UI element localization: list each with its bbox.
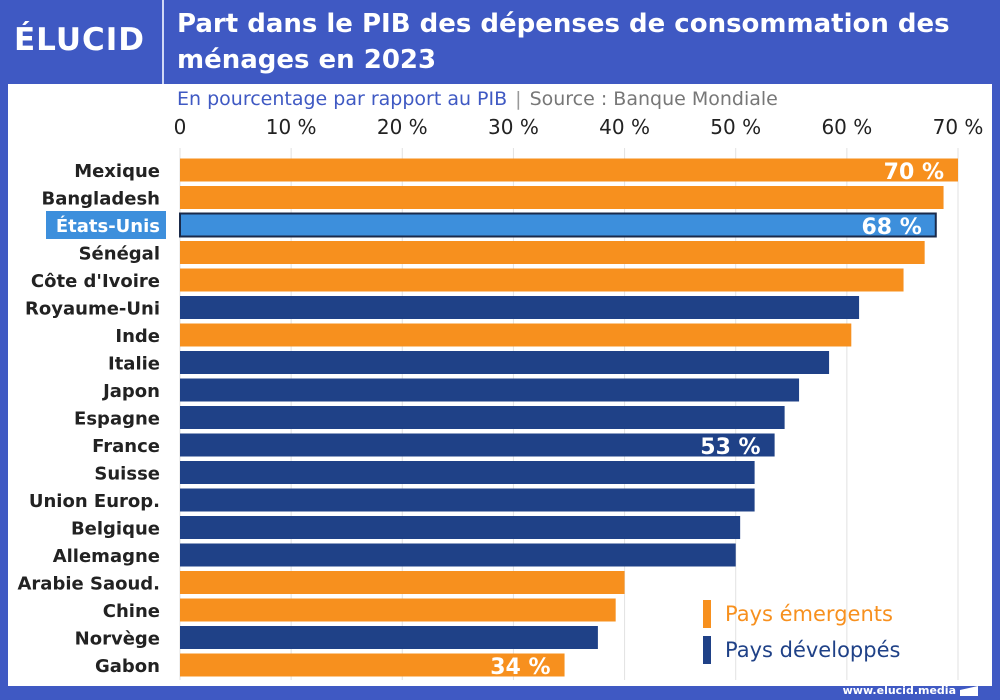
bar: [179, 212, 937, 238]
legend-label: Pays développés: [725, 638, 901, 662]
chart-subtitle: En pourcentage par rapport au PIB | Source…: [177, 88, 778, 110]
bar: [180, 378, 800, 402]
category-label: Union Europ.: [29, 491, 160, 512]
bar: [180, 461, 755, 484]
category-label: Inde: [115, 326, 160, 347]
category-label: Mexique: [74, 161, 160, 182]
bar: [180, 488, 755, 512]
source-label: Source : Banque Mondiale: [529, 88, 778, 110]
category-label: Bangladesh: [41, 189, 160, 210]
category-label: Belgique: [71, 519, 160, 540]
category-label: Italie: [108, 354, 160, 375]
category-label: Japon: [101, 381, 160, 402]
data-label: 68 %: [861, 215, 921, 240]
category-label: Norvège: [75, 629, 160, 650]
bar: [180, 626, 598, 649]
category-label: Chine: [103, 601, 160, 622]
bar: [180, 351, 830, 374]
tick-label: 0: [174, 115, 187, 139]
data-label: 34 %: [490, 655, 550, 680]
tick-label: 30 %: [488, 115, 539, 139]
tick-label: 20 %: [377, 115, 428, 139]
legend-item-emergents: Pays émergents: [703, 596, 900, 632]
category-label: États-Unis: [56, 215, 160, 237]
bar: [180, 406, 785, 429]
bar: [180, 268, 904, 292]
bar: [180, 241, 925, 264]
category-label: Sénégal: [79, 244, 160, 265]
header: ÉLUCID Part dans le PIB des dépenses de …: [0, 0, 1000, 84]
header-divider: [162, 0, 164, 84]
elucid-flag-icon: [960, 686, 978, 696]
bar: [180, 158, 958, 182]
bar: [180, 186, 944, 209]
chart-title: Part dans le PIB des dépenses de consomm…: [177, 9, 950, 75]
data-label: 70 %: [884, 160, 944, 185]
category-label: Suisse: [94, 464, 160, 485]
legend-label: Pays émergents: [725, 602, 893, 626]
legend: Pays émergents Pays développés: [703, 596, 900, 668]
category-label: Allemagne: [53, 546, 160, 567]
elucid-logo: ÉLUCID: [14, 22, 146, 58]
tick-label: 40 %: [599, 115, 650, 139]
bar: [180, 296, 860, 319]
bar: [180, 571, 625, 594]
legend-swatch: [703, 600, 711, 628]
legend-item-developpes: Pays développés: [703, 632, 900, 668]
category-label: Gabon: [95, 656, 160, 677]
bar: [180, 543, 736, 567]
bar: [180, 653, 565, 677]
bar: [180, 323, 852, 347]
tick-label: 60 %: [821, 115, 872, 139]
footer-url[interactable]: www.elucid.media: [842, 684, 956, 697]
tick-label: 50 %: [710, 115, 761, 139]
bar: [180, 516, 741, 539]
highlight-label-bg: [46, 211, 166, 239]
bar: [180, 598, 616, 622]
tick-label: 10 %: [266, 115, 317, 139]
bar: [180, 433, 775, 457]
unit-label: En pourcentage par rapport au PIB: [177, 88, 508, 110]
data-label: 53 %: [700, 435, 760, 460]
category-label: France: [92, 436, 160, 457]
category-label: Côte d'Ivoire: [31, 271, 160, 292]
separator: |: [515, 88, 522, 110]
tick-label: 70 %: [933, 115, 984, 139]
category-label: Espagne: [74, 409, 160, 430]
category-label: Arabie Saoud.: [18, 574, 161, 595]
category-label: Royaume-Uni: [25, 299, 160, 320]
legend-swatch: [703, 636, 711, 664]
